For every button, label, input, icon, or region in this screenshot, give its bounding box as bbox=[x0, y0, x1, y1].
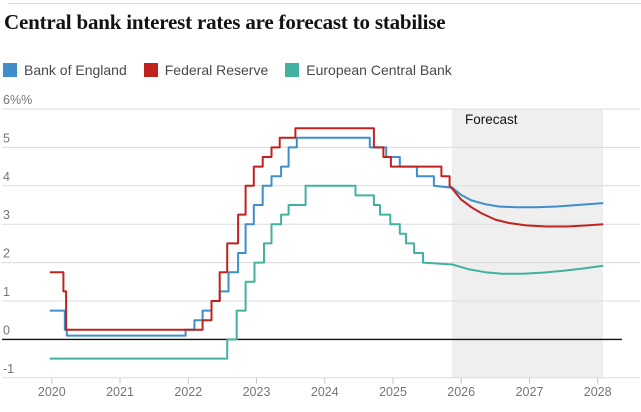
svg-text:5: 5 bbox=[3, 131, 10, 145]
svg-text:1: 1 bbox=[3, 285, 10, 299]
legend-swatch-blue-icon bbox=[3, 63, 17, 77]
forecast-label: Forecast bbox=[465, 112, 518, 127]
legend-item-bank-of-england: Bank of England bbox=[3, 62, 127, 78]
svg-text:2023: 2023 bbox=[243, 385, 271, 399]
svg-text:2027: 2027 bbox=[516, 385, 544, 399]
series-line-federal-reserve bbox=[49, 127, 604, 331]
legend: Bank of England Federal Reserve European… bbox=[3, 62, 452, 78]
x-axis: 2020 2021 2022 2023 2024 2025 2026 2027 2028 bbox=[38, 377, 612, 399]
y-axis-labels: 6%% 5 4 3 2 1 0 -1 bbox=[3, 93, 32, 376]
svg-text:2: 2 bbox=[3, 247, 10, 261]
svg-text:-1: -1 bbox=[3, 362, 14, 376]
legend-item-european-central-bank: European Central Bank bbox=[285, 62, 452, 78]
top-divider bbox=[8, 3, 641, 4]
series-line-bank-of-england bbox=[49, 136, 604, 337]
legend-label: Bank of England bbox=[24, 62, 127, 78]
svg-text:6%%: 6%% bbox=[3, 93, 32, 107]
svg-text:2025: 2025 bbox=[379, 385, 407, 399]
gridlines bbox=[2, 108, 640, 379]
legend-label: European Central Bank bbox=[306, 62, 452, 78]
series-line-european-central-bank bbox=[49, 184, 604, 360]
svg-text:4: 4 bbox=[3, 170, 10, 184]
svg-text:3: 3 bbox=[3, 208, 10, 222]
svg-text:2028: 2028 bbox=[584, 385, 612, 399]
chart-title: Central bank interest rates are forecast… bbox=[4, 10, 446, 34]
legend-label: Federal Reserve bbox=[164, 62, 269, 78]
forecast-region bbox=[452, 109, 604, 378]
svg-text:2020: 2020 bbox=[38, 385, 66, 399]
legend-swatch-teal-icon bbox=[285, 63, 300, 77]
svg-text:2021: 2021 bbox=[106, 385, 134, 399]
svg-text:0: 0 bbox=[3, 323, 10, 337]
svg-text:2024: 2024 bbox=[311, 385, 339, 399]
svg-text:2026: 2026 bbox=[447, 385, 475, 399]
svg-text:2022: 2022 bbox=[174, 385, 202, 399]
legend-swatch-red-icon bbox=[143, 63, 158, 77]
legend-item-federal-reserve: Federal Reserve bbox=[143, 62, 269, 78]
